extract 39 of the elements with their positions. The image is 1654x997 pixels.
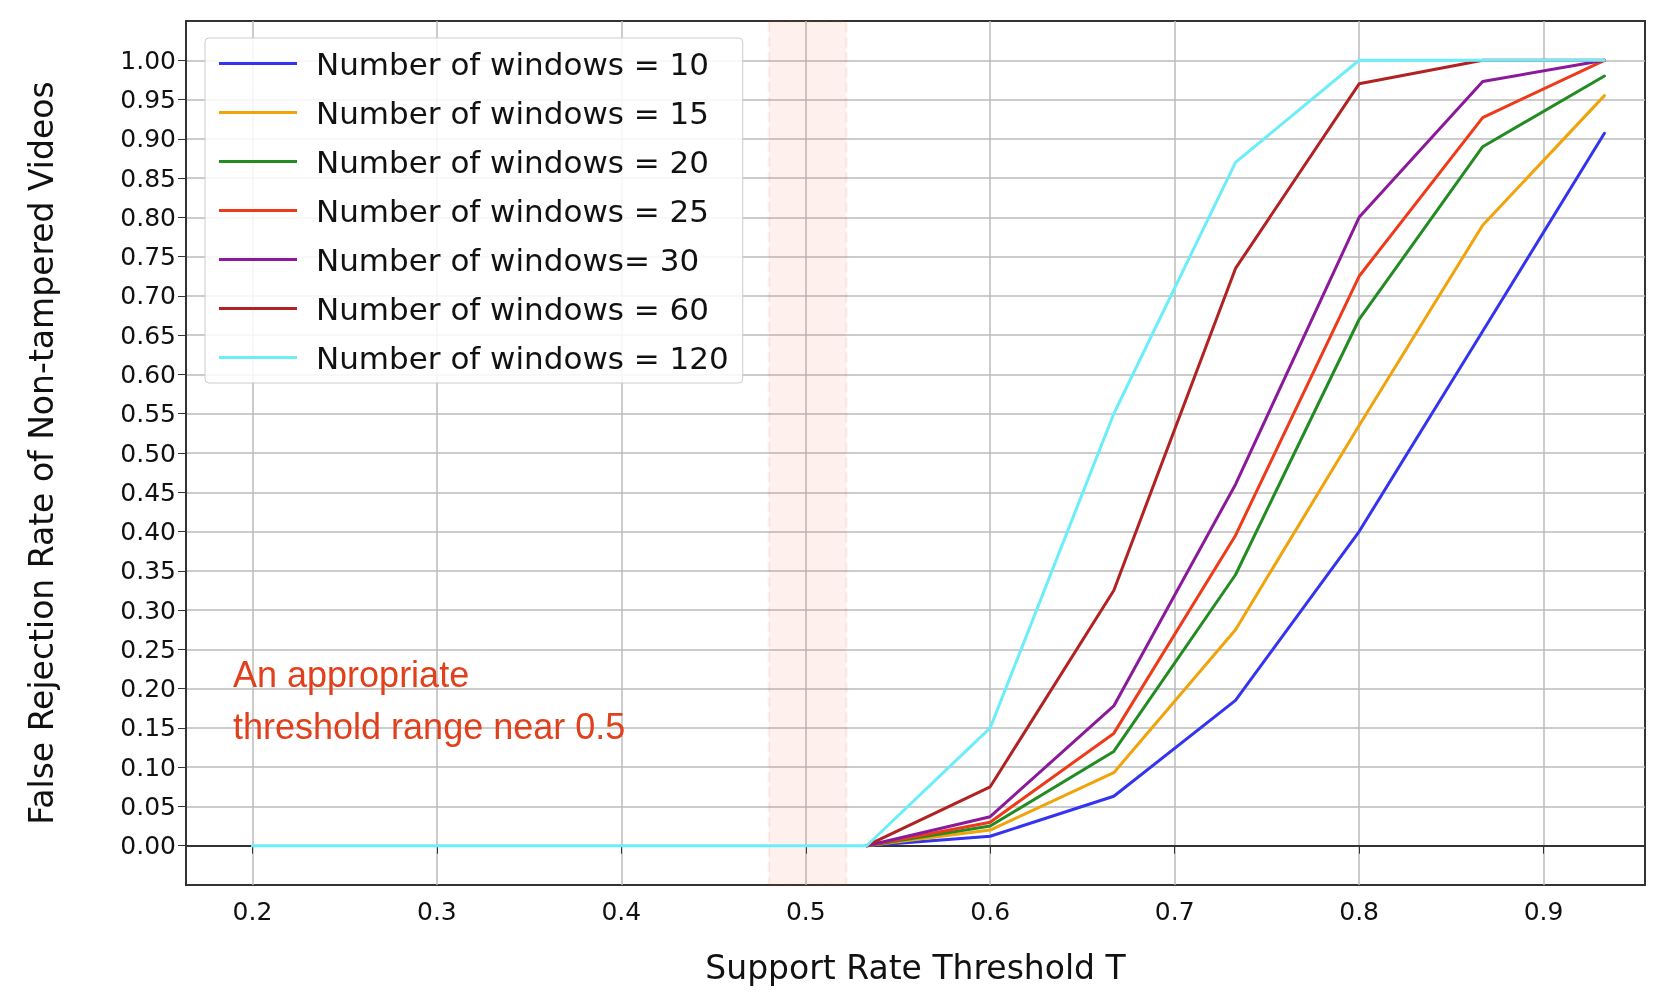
y-tick-label: 0.10 — [120, 752, 176, 782]
legend-label: Number of windows = 15 — [316, 94, 710, 131]
y-tick-label: 0.80 — [120, 202, 176, 232]
y-tick-label: 0.15 — [120, 713, 176, 743]
y-tick-label: 0.35 — [120, 556, 176, 586]
x-tick-label: 0.8 — [1339, 897, 1379, 926]
legend-label: Number of windows= 30 — [316, 241, 700, 278]
y-tick-label: 0.45 — [120, 477, 176, 507]
y-tick-label: 0.05 — [120, 791, 176, 821]
legend-label: Number of windows = 60 — [316, 290, 710, 327]
y-tick-label: 0.55 — [120, 399, 176, 429]
y-tick-label: 0.70 — [120, 281, 176, 311]
y-tick-label: 0.95 — [120, 85, 176, 115]
x-tick-label: 0.7 — [1154, 897, 1195, 926]
y-tick-label: 0.60 — [120, 359, 176, 389]
y-tick-label: 0.25 — [120, 634, 176, 664]
x-tick-label: 0.3 — [416, 897, 457, 926]
x-tick-label: 0.9 — [1523, 897, 1564, 926]
y-axis-title: False Rejection Rate of Non-tampered Videos — [22, 81, 61, 825]
y-tick-label: 0.85 — [120, 163, 176, 193]
y-tick-label: 0.30 — [120, 595, 176, 625]
y-tick-label: 0.50 — [120, 438, 176, 468]
y-tick-label: 1.00 — [120, 45, 176, 75]
y-tick-label: 0.40 — [120, 517, 176, 547]
legend-label: Number of windows = 25 — [316, 192, 710, 229]
x-tick-label: 0.6 — [970, 897, 1011, 926]
y-tick-label: 0.00 — [120, 831, 176, 861]
x-tick-label: 0.2 — [232, 897, 273, 926]
legend-label: Number of windows = 120 — [316, 339, 729, 376]
y-tick-label: 0.65 — [120, 320, 176, 350]
x-tick-label: 0.4 — [601, 897, 642, 926]
y-tick-label: 0.20 — [120, 674, 176, 704]
y-tick-label: 0.90 — [120, 124, 176, 154]
annotation: An appropriate threshold range near 0.5 — [233, 653, 626, 747]
x-axis-title: Support Rate Threshold T — [705, 948, 1127, 987]
legend-label: Number of windows = 20 — [316, 143, 710, 180]
x-tick-label: 0.5 — [785, 897, 826, 926]
y-tick-label: 0.75 — [120, 242, 176, 272]
legend-label: Number of windows = 10 — [316, 45, 710, 82]
